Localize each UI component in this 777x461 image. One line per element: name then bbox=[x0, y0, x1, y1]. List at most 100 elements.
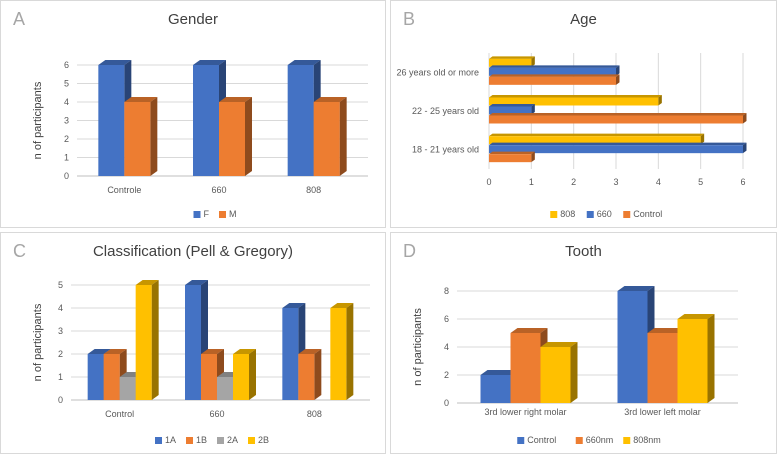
y-tick-label: 5 bbox=[64, 79, 69, 89]
chart-title: Gender bbox=[167, 11, 219, 28]
bar-2B bbox=[233, 349, 256, 400]
legend-swatch bbox=[248, 437, 255, 444]
x-tick-label: Control bbox=[105, 409, 134, 419]
bar-2B bbox=[135, 280, 159, 400]
legend-swatch bbox=[193, 211, 201, 218]
panel-classification: C Classification (Pell & Gregory) 0 1 2 3 4 5… bbox=[0, 232, 386, 454]
y-tick-label: 1 bbox=[58, 372, 63, 382]
age-chart: 0 1 2 3 4 5 6 18 - 21 years old 22 - 25 years ol… bbox=[396, 53, 747, 219]
bar-M bbox=[124, 97, 158, 176]
x-tick-label: 660 bbox=[211, 185, 226, 195]
panel-tooth: D Tooth 0 2 4 6 8 n of participants 3rd lower … bbox=[390, 232, 777, 454]
bar-2B bbox=[330, 303, 354, 400]
legend-swatch bbox=[155, 437, 162, 444]
y-tick-label: 3 bbox=[64, 116, 69, 126]
bar-1B bbox=[298, 349, 322, 400]
legend-label: 808nm bbox=[633, 435, 661, 445]
legend: 1A 1B 2A 2B bbox=[155, 435, 269, 445]
y-axis-label: n of participants bbox=[412, 308, 424, 386]
legend-swatch bbox=[623, 437, 631, 444]
legend-label: Control bbox=[527, 435, 556, 445]
legend-swatch bbox=[186, 437, 193, 444]
bar-Control bbox=[489, 151, 535, 163]
panel-age: B Age 0 1 2 3 4 5 6 18 - 21 years old 22 - 25 ye… bbox=[390, 0, 777, 228]
legend-swatch bbox=[586, 211, 594, 218]
y-tick-label: 4 bbox=[444, 342, 449, 352]
y-tick-label: 5 bbox=[58, 280, 63, 290]
y-tick-label: 4 bbox=[64, 97, 69, 107]
y-tick-label: 0 bbox=[444, 398, 449, 408]
y-tick-label: 18 - 21 years old bbox=[412, 145, 479, 155]
bar-808 bbox=[489, 95, 662, 106]
legend-swatch bbox=[219, 211, 226, 218]
legend-swatch bbox=[623, 211, 631, 218]
bar-Control bbox=[489, 113, 747, 124]
x-tick-label: 4 bbox=[656, 177, 661, 187]
x-tick-label: 3 bbox=[613, 177, 618, 187]
bar-808 bbox=[489, 56, 535, 67]
panel-letter: B bbox=[403, 9, 416, 29]
y-tick-label: 4 bbox=[58, 303, 63, 313]
legend-swatch bbox=[217, 437, 224, 444]
y-tick-label: 1 bbox=[64, 153, 69, 163]
legend-label: M bbox=[229, 209, 237, 219]
bar-M bbox=[219, 97, 252, 176]
x-tick-label: 1 bbox=[529, 177, 534, 187]
y-tick-label: 6 bbox=[444, 314, 449, 324]
legend-label: Control bbox=[633, 209, 662, 219]
x-tick-label: 660 bbox=[209, 409, 224, 419]
bar-660 bbox=[489, 104, 535, 115]
bar-Control bbox=[617, 286, 655, 403]
x-tick-label: Controle bbox=[107, 185, 141, 195]
y-tick-label: 22 - 25 years old bbox=[412, 106, 479, 116]
y-tick-label: 0 bbox=[64, 171, 69, 181]
y-tick-label: 8 bbox=[444, 286, 449, 296]
legend-swatch bbox=[550, 211, 558, 218]
bar-660 bbox=[489, 142, 747, 154]
x-tick-label: 0 bbox=[486, 177, 491, 187]
legend-label: 660nm bbox=[586, 435, 614, 445]
bar-808nm bbox=[677, 314, 715, 403]
legend-label: 808 bbox=[560, 209, 575, 219]
y-tick-label: 2 bbox=[444, 370, 449, 380]
y-tick-label: 6 bbox=[64, 60, 69, 70]
legend-label: 1A bbox=[165, 435, 176, 445]
legend: Control 660nm 808nm bbox=[517, 435, 661, 445]
x-tick-label: 808 bbox=[306, 185, 321, 195]
x-tick-label: 3rd lower right molar bbox=[484, 407, 566, 417]
chart-title: Tooth bbox=[565, 243, 602, 260]
x-tick-label: 2 bbox=[571, 177, 576, 187]
panel-letter: C bbox=[13, 241, 26, 261]
x-tick-label: 3rd lower left molar bbox=[624, 407, 701, 417]
legend-swatch bbox=[575, 437, 583, 444]
y-tick-label: 3 bbox=[58, 326, 63, 336]
legend: 808 660 Control bbox=[550, 209, 662, 219]
y-tick-label: 2 bbox=[64, 134, 69, 144]
chart-title: Age bbox=[570, 11, 597, 28]
legend-label: 2B bbox=[258, 435, 269, 445]
y-tick-label: 2 bbox=[58, 349, 63, 359]
chart-title: Classification (Pell & Gregory) bbox=[92, 243, 294, 260]
legend-label: 660 bbox=[597, 209, 612, 219]
legend-swatch bbox=[517, 437, 525, 444]
bar-660 bbox=[489, 65, 620, 76]
bar-808 bbox=[489, 133, 705, 145]
x-tick-label: 808 bbox=[307, 409, 322, 419]
y-axis-label: n of participants bbox=[32, 303, 44, 381]
legend-label: 1B bbox=[196, 435, 207, 445]
bar-M bbox=[313, 97, 347, 176]
panel-letter: D bbox=[403, 241, 416, 261]
x-tick-label: 5 bbox=[698, 177, 703, 187]
bar-808nm bbox=[540, 342, 578, 403]
legend-label: 2A bbox=[227, 435, 238, 445]
y-tick-label: 26 years old or more bbox=[396, 67, 479, 77]
panel-letter: A bbox=[13, 9, 26, 29]
classification-chart: 0 1 2 3 4 5 n of participants Control 660 808 1A 1B… bbox=[32, 280, 370, 445]
y-axis-label: n of participants bbox=[32, 81, 44, 159]
legend-label: F bbox=[204, 209, 210, 219]
panel-gender: A Gender 0 1 2 3 4 5 6 n of participants Control… bbox=[0, 0, 386, 228]
y-tick-label: 0 bbox=[58, 395, 63, 405]
bar-F bbox=[193, 60, 226, 176]
